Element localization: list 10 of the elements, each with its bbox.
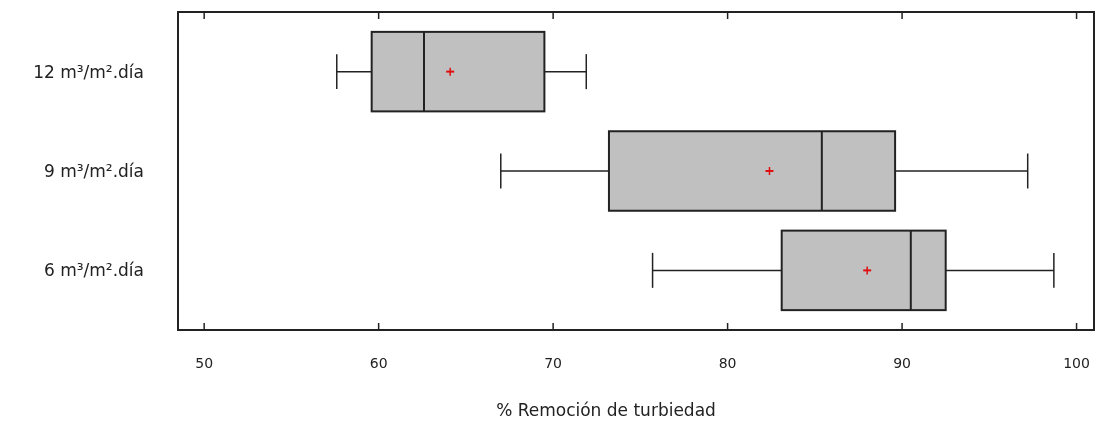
x-tick-label: 60 [369,355,388,371]
x-tick-label: 80 [718,355,737,371]
x-tick-label: 70 [544,355,563,371]
y-tick-label: 12 m³/m².día [33,61,144,82]
y-tick-label: 9 m³/m².día [43,161,144,181]
y-tick-label: 6 m³/m².día [43,260,144,281]
x-tick-label: 90 [893,355,911,371]
x-axis-title: % Remoción de turbiedad [496,400,716,420]
x-tick-label: 50 [195,355,214,371]
x-tick-label: 100 [1063,355,1090,371]
